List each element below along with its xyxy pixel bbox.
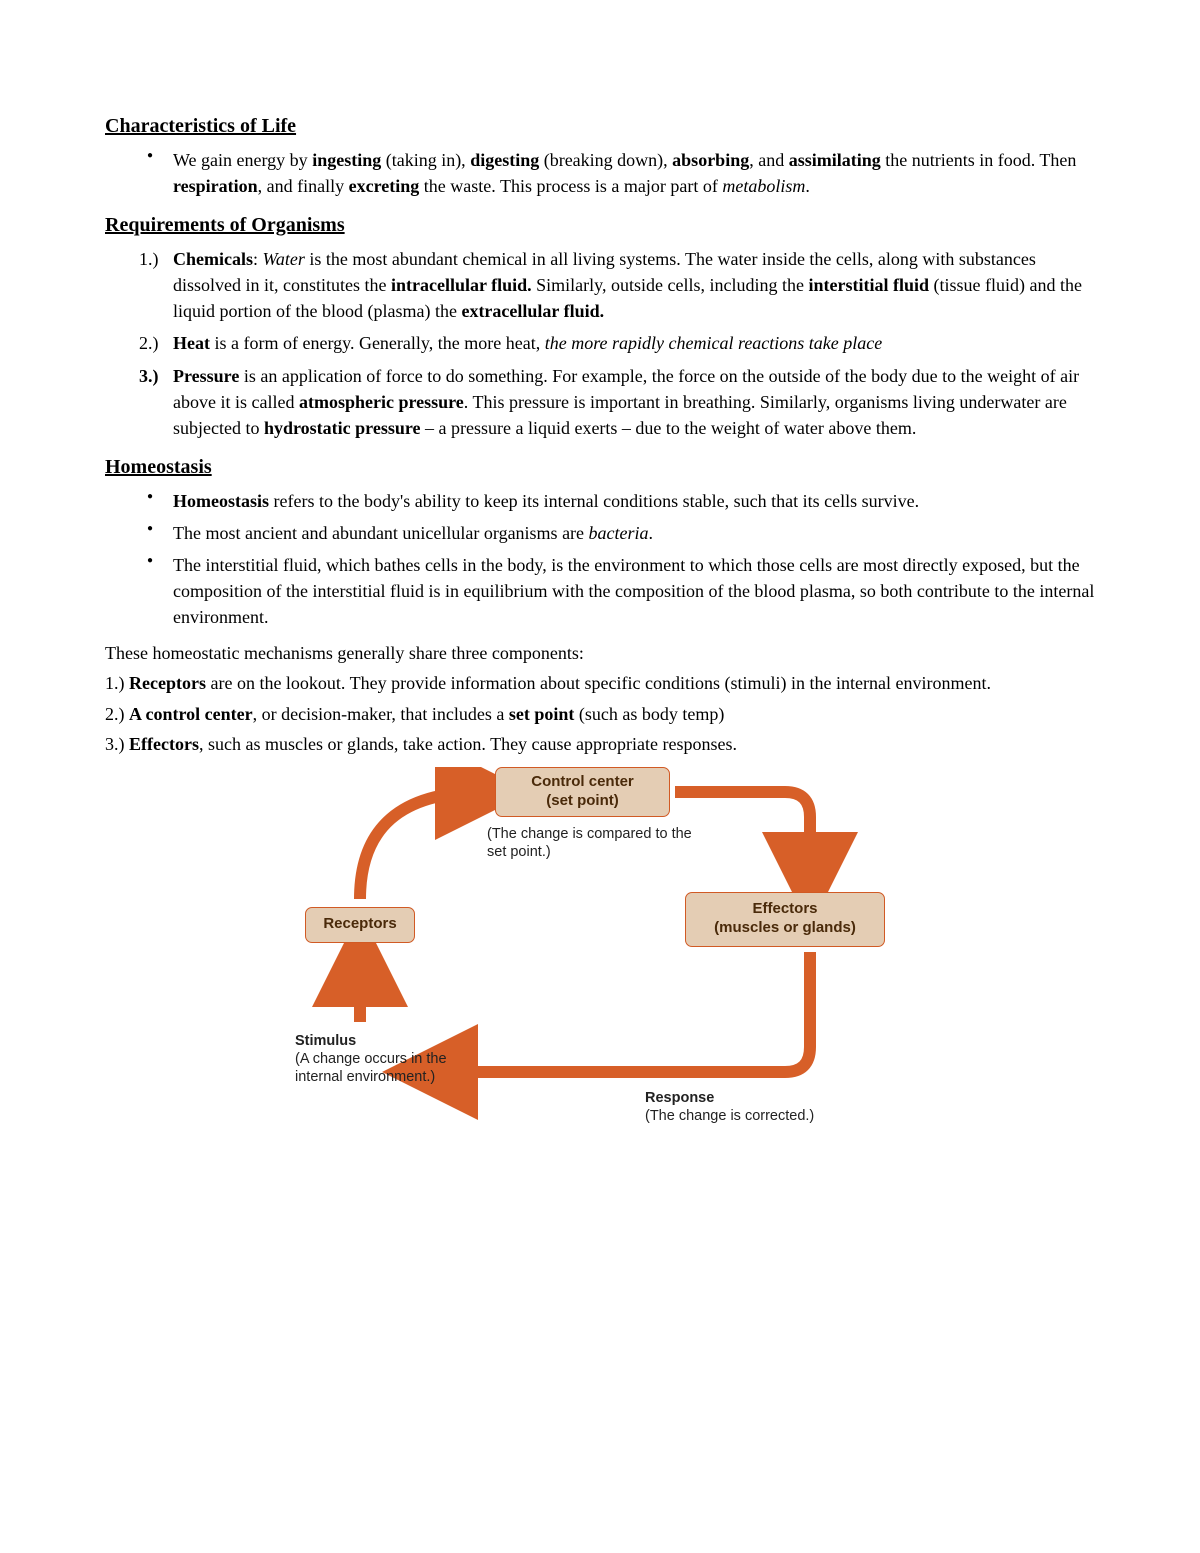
bullet-item: The most ancient and abundant unicellula… bbox=[155, 520, 1095, 546]
node-control-center: Control center (set point) bbox=[495, 767, 670, 817]
node-label: (set point) bbox=[546, 792, 619, 811]
item-number: 2.) bbox=[139, 330, 159, 356]
component-1: 1.) Receptors are on the lookout. They p… bbox=[105, 670, 1095, 696]
homeostasis-diagram: Control center (set point) Receptors Eff… bbox=[235, 767, 955, 1187]
heading-requirements: Requirements of Organisms bbox=[105, 211, 1095, 240]
node-label: Receptors bbox=[323, 915, 396, 934]
node-label: (muscles or glands) bbox=[714, 919, 856, 938]
list-item: 1.) Chemicals: Water is the most abundan… bbox=[155, 246, 1095, 324]
homeostasis-list: Homeostasis refers to the body's ability… bbox=[105, 488, 1095, 630]
node-label: Control center bbox=[531, 773, 634, 792]
node-effectors: Effectors (muscles or glands) bbox=[685, 892, 885, 947]
bullet-item: Homeostasis refers to the body's ability… bbox=[155, 488, 1095, 514]
item-number: 3.) bbox=[139, 363, 159, 389]
component-3: 3.) Effectors, such as muscles or glands… bbox=[105, 731, 1095, 757]
list-item: 2.) Heat is a form of energy. Generally,… bbox=[155, 330, 1095, 356]
node-label: Effectors bbox=[752, 900, 817, 919]
item-text: Chemicals: Water is the most abundant ch… bbox=[173, 249, 1082, 321]
requirements-list: 1.) Chemicals: Water is the most abundan… bbox=[105, 246, 1095, 441]
bullet-item: The interstitial fluid, which bathes cel… bbox=[155, 552, 1095, 630]
item-number: 1.) bbox=[139, 246, 159, 272]
characteristics-list: We gain energy by ingesting (taking in),… bbox=[105, 147, 1095, 199]
component-2: 2.) A control center, or decision-maker,… bbox=[105, 701, 1095, 727]
item-text: Heat is a form of energy. Generally, the… bbox=[173, 333, 882, 353]
components-intro: These homeostatic mechanisms generally s… bbox=[105, 640, 1095, 666]
caption-response: Response(The change is corrected.) bbox=[645, 1089, 865, 1125]
caption-stimulus: Stimulus(A change occurs in the internal… bbox=[295, 1032, 465, 1086]
list-item: 3.) Pressure is an application of force … bbox=[155, 363, 1095, 441]
caption-control-center: (The change is compared to the set point… bbox=[487, 825, 697, 861]
item-text: Pressure is an application of force to d… bbox=[173, 366, 1079, 438]
heading-characteristics: Characteristics of Life bbox=[105, 112, 1095, 141]
node-receptors: Receptors bbox=[305, 907, 415, 943]
bullet-item: We gain energy by ingesting (taking in),… bbox=[155, 147, 1095, 199]
heading-homeostasis: Homeostasis bbox=[105, 453, 1095, 482]
